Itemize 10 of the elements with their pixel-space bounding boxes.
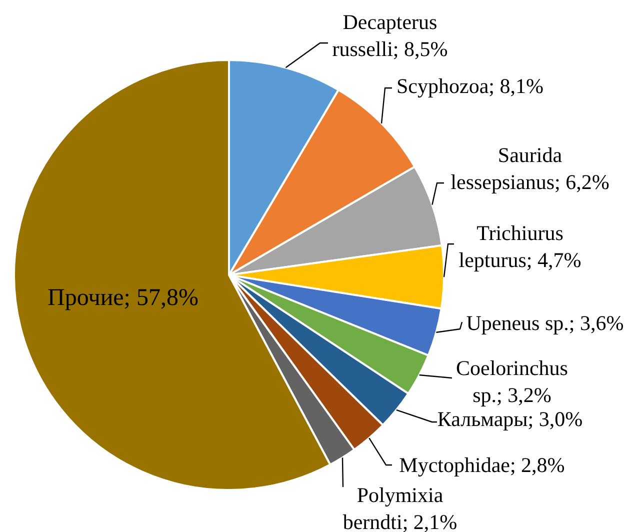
slice-label: Прочие; 57,8% [48, 285, 198, 311]
slice-label: Trichiurus lepturus; 4,7% [458, 221, 582, 272]
slice-label: Кальмары; 3,0% [437, 407, 583, 431]
slice-label: Scyphozoa; 8,1% [396, 74, 544, 98]
slice-label: Myctophidae; 2,8% [399, 453, 565, 477]
slice-label: Saurida lessepsianus; 6,2% [450, 143, 610, 194]
slice-label: Upeneus sp.; 3,6% [466, 311, 624, 335]
slice-label: Coelorinchus sp.; 3,2% [456, 356, 568, 407]
slice-label: Decapterus russelli; 8,5% [332, 10, 448, 61]
slice-label: Polymixia berndti; 2,1% [342, 483, 458, 532]
